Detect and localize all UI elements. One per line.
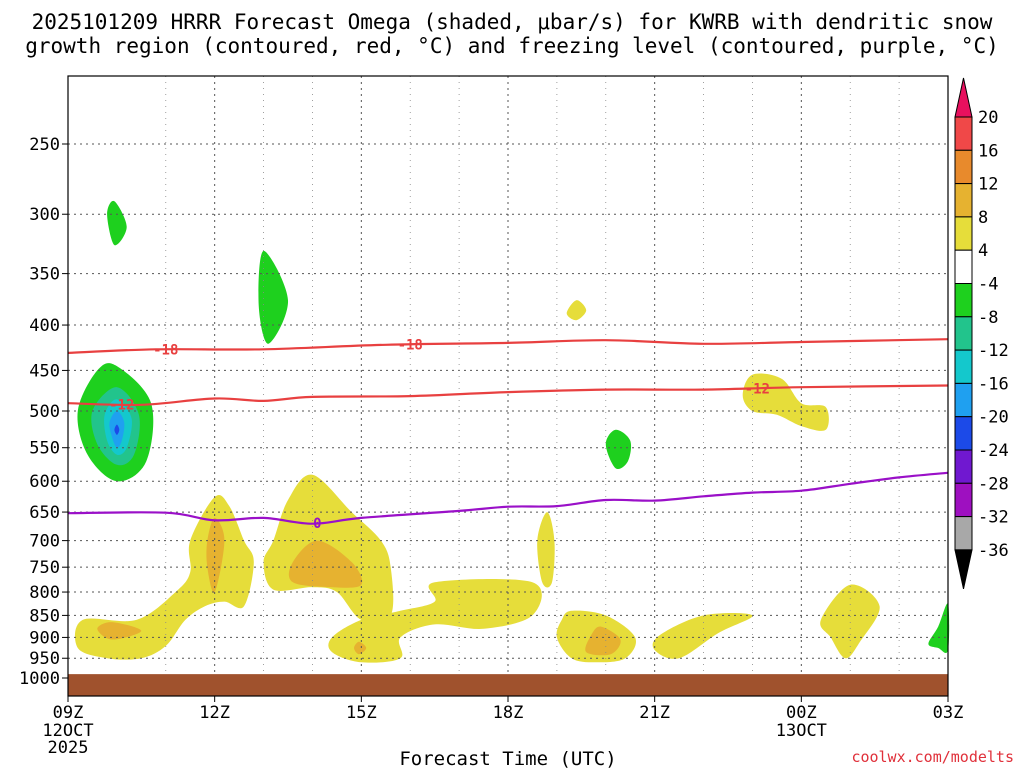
y-tick-label: 950: [29, 649, 60, 669]
y-tick-label: 700: [29, 532, 60, 552]
colorbar-segment: [954, 216, 973, 251]
y-tick-label: 450: [29, 361, 60, 381]
contour-label-freezing-level: 0: [313, 516, 321, 532]
omega-region-orange-cell-5: [354, 641, 367, 655]
omega-region-blue-core-3: [114, 424, 120, 435]
colorbar-tick-label: 8: [978, 208, 988, 228]
contour-dgz-minus12: [67, 384, 949, 407]
y-tick-label: 750: [29, 558, 60, 578]
omega-region-green-cell-4: [605, 429, 632, 470]
colorbar-tick-label: -36: [978, 541, 1009, 561]
y-tick-label: 500: [29, 402, 60, 422]
omega-region-yellow-cell-9: [820, 584, 880, 659]
omega-region-orange-cell-7: [585, 626, 621, 656]
x-date-label: 12OCT: [42, 721, 93, 741]
colorbar-bottom-arrow: [954, 549, 973, 590]
omega-region-green-cell-1: [107, 200, 127, 246]
contour-label-dgz-minus12: -12: [109, 397, 134, 413]
x-tick-label: 15Z: [346, 703, 377, 723]
x-date-label: 2025: [48, 738, 89, 758]
colorbar-tick-label: -8: [978, 308, 998, 328]
colorbar-tick-label: -32: [978, 508, 1009, 528]
contour-layer: -18 -18 -12 -12 0: [67, 337, 949, 532]
x-tick-label: 00Z: [786, 703, 817, 723]
contour-label-dgz-minus18: -18: [153, 342, 178, 358]
colorbar-tick-label: 4: [978, 241, 988, 261]
x-tick-label: 09Z: [53, 703, 84, 723]
y-tick-label: 900: [29, 628, 60, 648]
axes-layer: 2503003504004505005506006507007508008509…: [19, 75, 964, 758]
colorbar-segment: [954, 316, 973, 351]
omega-region-orange-cell-4: [288, 540, 363, 588]
chart-title-line-2: growth region (contoured, red, °C) and f…: [25, 34, 999, 58]
colorbar-segment: [954, 283, 973, 318]
colorbar-tick-label: 16: [978, 141, 998, 161]
colorbar-tick-label: 12: [978, 175, 998, 195]
colorbar-segment: [954, 249, 973, 284]
y-tick-label: 400: [29, 316, 60, 336]
colorbar-tick-label: -16: [978, 374, 1009, 394]
y-tick-label: 250: [29, 135, 60, 155]
y-tick-label: 650: [29, 503, 60, 523]
omega-region-yellow-cell-6: [537, 512, 555, 588]
below-ground-band: [68, 674, 948, 696]
source-credit: coolwx.com/modelts: [851, 748, 1014, 766]
colorbar-segment: [954, 116, 973, 151]
y-tick-label: 300: [29, 205, 60, 225]
y-tick-label: 800: [29, 583, 60, 603]
colorbar: 20 16 12 8 4 -4 -8 -12 -16 -20 -24 -28 -32 -36: [954, 77, 1009, 590]
contour-label-dgz-minus12: -12: [745, 381, 770, 397]
contour-dgz-minus18: [67, 338, 949, 354]
colorbar-segment: [954, 382, 973, 418]
colorbar-segment: [954, 149, 973, 185]
chart-title-line-1: 2025101209 HRRR Forecast Omega (shaded, …: [31, 10, 993, 34]
colorbar-tick-label: 20: [978, 108, 998, 128]
omega-region-green-cell-2: [258, 250, 289, 344]
omega-region-orange-cell-3b: [206, 517, 225, 593]
omega-region-yellow-cell-5: [328, 578, 542, 663]
contour-label-dgz-minus18: -18: [398, 337, 423, 353]
colorbar-segment: [954, 516, 973, 551]
y-tick-label: 350: [29, 265, 60, 285]
colorbar-segment: [954, 482, 973, 518]
colorbar-tick-label: -28: [978, 474, 1009, 494]
x-tick-label: 18Z: [493, 703, 524, 723]
omega-region-green-cell-5: [928, 603, 950, 654]
x-tick-label: 03Z: [933, 703, 964, 723]
gridlines-layer: [68, 76, 948, 696]
y-tick-label: 850: [29, 606, 60, 626]
colorbar-segment: [954, 416, 973, 451]
colorbar-segment: [954, 183, 973, 218]
colorbar-tick-label: -4: [978, 275, 998, 295]
colorbar-tick-label: -24: [978, 441, 1009, 461]
y-tick-label: 1000: [19, 669, 60, 689]
colorbar-tick-label: -12: [978, 341, 1009, 361]
x-axis-label: Forecast Time (UTC): [399, 748, 616, 768]
y-tick-label: 550: [29, 439, 60, 459]
colorbar-segment: [954, 349, 973, 384]
colorbar-segment: [954, 449, 973, 484]
x-tick-label: 12Z: [199, 703, 230, 723]
colorbar-tick-label: -20: [978, 408, 1009, 428]
surface-layer: [68, 674, 948, 696]
omega-region-yellow-cell-1: [566, 300, 587, 321]
omega-region-yellow-cell-8: [652, 613, 753, 659]
omega-shading-layer: [74, 200, 950, 663]
contour-freezing-level: [67, 471, 949, 525]
x-tick-label: 21Z: [639, 703, 670, 723]
colorbar-top-arrow: [954, 77, 973, 118]
x-date-label: 13OCT: [776, 721, 827, 741]
y-tick-label: 600: [29, 472, 60, 492]
omega-region-orange-cell-3: [97, 622, 142, 640]
